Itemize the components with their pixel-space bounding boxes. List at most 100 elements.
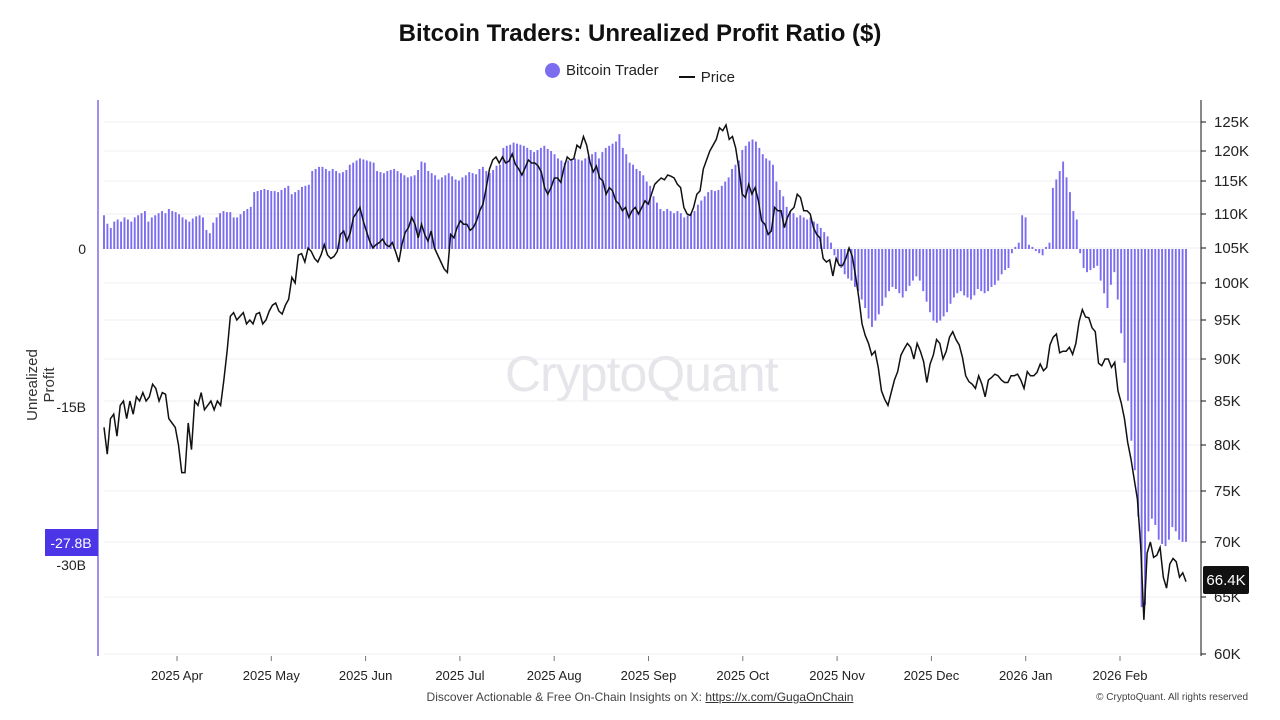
bar xyxy=(993,249,996,285)
bar xyxy=(260,190,262,249)
bar xyxy=(925,249,928,302)
bar xyxy=(434,175,437,249)
bar xyxy=(987,249,989,292)
bar xyxy=(1185,249,1187,542)
bar xyxy=(297,190,300,249)
bar xyxy=(1075,219,1078,249)
bar xyxy=(253,192,256,249)
bar xyxy=(642,175,645,249)
bar xyxy=(120,221,123,249)
bar xyxy=(833,249,836,256)
bar xyxy=(772,164,774,249)
bar xyxy=(1174,249,1177,532)
bar xyxy=(485,171,488,249)
bar xyxy=(126,219,129,249)
bar xyxy=(748,141,751,249)
right-tick-label: 100K xyxy=(1214,275,1249,292)
bar xyxy=(570,159,573,249)
current-bar-marker: -27.8B xyxy=(45,529,98,556)
bar xyxy=(877,249,880,315)
right-tick-label: 90K xyxy=(1214,351,1241,368)
bar xyxy=(1065,177,1068,249)
bar xyxy=(809,217,812,249)
bar xyxy=(690,213,693,249)
bar xyxy=(427,171,430,249)
bar xyxy=(990,249,993,287)
right-axis-ticks: 125K 120K 115K 110K 105K 100K 95K 90K 85K 80K 75K 7… xyxy=(1201,114,1249,663)
legend-item-price[interactable]: Price xyxy=(678,69,735,86)
bar xyxy=(318,166,320,249)
right-tick-label: 85K xyxy=(1214,393,1241,410)
bar xyxy=(512,142,515,249)
bar xyxy=(679,213,682,249)
bar xyxy=(1137,249,1140,517)
bar xyxy=(1120,249,1123,334)
bar xyxy=(430,173,433,249)
bar xyxy=(966,249,969,298)
bar xyxy=(1099,249,1102,281)
bar xyxy=(813,221,815,249)
bar xyxy=(516,143,518,249)
bar xyxy=(956,249,959,294)
bar xyxy=(857,249,860,292)
x-tick-label: 2025 Apr xyxy=(151,668,204,683)
right-tick-label: 125K xyxy=(1214,114,1249,131)
bar xyxy=(1171,249,1174,528)
right-tick-label: 115K xyxy=(1214,173,1248,190)
bar xyxy=(109,227,112,249)
footer-text: Discover Actionable & Free On-Chain Insi… xyxy=(426,690,703,704)
bar xyxy=(243,211,245,249)
bar xyxy=(864,249,867,308)
bar xyxy=(536,149,539,249)
bar xyxy=(806,219,809,249)
x-tick-label: 2025 Dec xyxy=(904,668,960,683)
bar xyxy=(338,173,341,249)
bar xyxy=(1082,249,1085,268)
bar xyxy=(553,154,556,249)
footer-link[interactable]: https://x.com/GugaOnChain xyxy=(705,690,854,704)
bar xyxy=(707,192,710,249)
bar xyxy=(597,158,600,249)
bar xyxy=(816,223,819,249)
legend-item-bitcoin-trader[interactable]: Bitcoin Trader xyxy=(545,62,659,79)
bar xyxy=(123,217,126,249)
right-tick-label: 75K xyxy=(1214,483,1241,500)
bar xyxy=(287,185,290,249)
bar xyxy=(683,217,686,249)
bar xyxy=(543,145,546,249)
bar xyxy=(611,143,614,249)
bar xyxy=(673,213,675,249)
bar xyxy=(304,185,307,249)
bar xyxy=(352,162,355,249)
bar xyxy=(1133,249,1136,471)
bar xyxy=(406,177,409,249)
bar xyxy=(369,161,372,249)
bar xyxy=(232,217,235,249)
bar xyxy=(785,206,788,249)
bar xyxy=(1140,249,1143,608)
bar xyxy=(461,177,464,249)
bar xyxy=(632,164,634,249)
bar xyxy=(1123,249,1126,363)
bar xyxy=(348,164,351,249)
bar xyxy=(1116,249,1119,300)
bar xyxy=(823,232,826,249)
bar xyxy=(591,154,594,249)
bar xyxy=(341,172,344,249)
bar xyxy=(976,249,979,290)
bar xyxy=(710,190,713,249)
left-tick-label: -30B xyxy=(56,557,86,573)
bar xyxy=(580,160,583,249)
bar xyxy=(1048,242,1051,249)
bar xyxy=(529,149,532,249)
bar xyxy=(335,171,338,249)
bar xyxy=(1045,246,1047,249)
bar xyxy=(345,170,348,249)
bar xyxy=(939,249,942,321)
bar xyxy=(761,154,764,249)
bar xyxy=(628,162,631,249)
right-tick-label: 95K xyxy=(1214,312,1241,329)
bar xyxy=(239,214,242,249)
bar xyxy=(222,211,225,249)
